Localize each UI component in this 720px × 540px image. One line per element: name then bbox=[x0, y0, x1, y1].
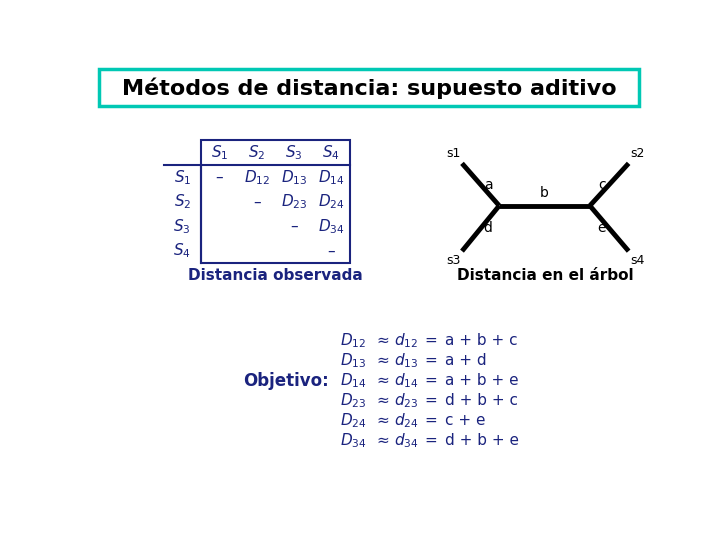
Text: =: = bbox=[425, 353, 437, 368]
Text: e: e bbox=[598, 221, 606, 235]
Text: $S_4$: $S_4$ bbox=[322, 143, 340, 162]
Text: –: – bbox=[290, 219, 297, 234]
Text: =: = bbox=[425, 433, 437, 448]
Text: $d_{13}$: $d_{13}$ bbox=[394, 351, 418, 370]
Text: =: = bbox=[425, 373, 437, 388]
Text: ≈: ≈ bbox=[377, 373, 390, 388]
Text: a + b + c: a + b + c bbox=[445, 333, 518, 348]
Text: $D_{34}$: $D_{34}$ bbox=[318, 217, 344, 236]
Text: –: – bbox=[327, 244, 335, 259]
Text: $D_{12}$: $D_{12}$ bbox=[341, 331, 366, 350]
Text: $S_2$: $S_2$ bbox=[174, 192, 191, 211]
Text: $D_{23}$: $D_{23}$ bbox=[341, 391, 366, 410]
Text: =: = bbox=[425, 393, 437, 408]
Text: a + b + e: a + b + e bbox=[445, 373, 518, 388]
Text: a: a bbox=[484, 178, 492, 192]
Text: –: – bbox=[215, 170, 223, 185]
Text: c: c bbox=[598, 178, 606, 192]
Text: $D_{12}$: $D_{12}$ bbox=[243, 168, 270, 187]
Text: $D_{23}$: $D_{23}$ bbox=[281, 192, 307, 211]
Text: $D_{24}$: $D_{24}$ bbox=[318, 192, 344, 211]
Bar bbox=[201, 140, 350, 264]
Text: =: = bbox=[425, 333, 437, 348]
Text: $D_{14}$: $D_{14}$ bbox=[318, 168, 344, 187]
Text: $S_4$: $S_4$ bbox=[174, 242, 191, 260]
Text: $S_1$: $S_1$ bbox=[211, 143, 228, 162]
Text: $S_1$: $S_1$ bbox=[174, 168, 191, 187]
Text: d: d bbox=[484, 221, 492, 235]
Text: =: = bbox=[425, 413, 437, 428]
Text: Distancia en el árbol: Distancia en el árbol bbox=[457, 268, 634, 284]
Text: $D_{13}$: $D_{13}$ bbox=[281, 168, 307, 187]
Text: ≈: ≈ bbox=[377, 393, 390, 408]
Text: s3: s3 bbox=[446, 254, 461, 267]
Text: ≈: ≈ bbox=[377, 333, 390, 348]
Text: ≈: ≈ bbox=[377, 413, 390, 428]
Text: Objetivo:: Objetivo: bbox=[243, 372, 329, 389]
Text: Distancia observada: Distancia observada bbox=[188, 268, 363, 284]
Text: d + b + c: d + b + c bbox=[445, 393, 518, 408]
Text: s1: s1 bbox=[446, 147, 461, 160]
Text: –: – bbox=[253, 194, 261, 210]
Text: $D_{14}$: $D_{14}$ bbox=[340, 371, 366, 390]
Text: $S_2$: $S_2$ bbox=[248, 143, 265, 162]
Text: $D_{34}$: $D_{34}$ bbox=[340, 431, 366, 450]
Text: $S_3$: $S_3$ bbox=[174, 217, 191, 236]
Text: s4: s4 bbox=[630, 254, 644, 267]
Text: $D_{13}$: $D_{13}$ bbox=[341, 351, 366, 370]
Text: $d_{12}$: $d_{12}$ bbox=[394, 331, 418, 350]
Text: c + e: c + e bbox=[445, 413, 485, 428]
Text: a + d: a + d bbox=[445, 353, 487, 368]
Text: $d_{24}$: $d_{24}$ bbox=[394, 411, 418, 430]
Bar bbox=[99, 70, 639, 106]
Text: ≈: ≈ bbox=[377, 433, 390, 448]
Text: d + b + e: d + b + e bbox=[445, 433, 519, 448]
Text: $D_{24}$: $D_{24}$ bbox=[340, 411, 366, 430]
Text: $S_3$: $S_3$ bbox=[285, 143, 302, 162]
Text: $d_{23}$: $d_{23}$ bbox=[394, 391, 418, 410]
Text: $d_{34}$: $d_{34}$ bbox=[394, 431, 418, 450]
Text: ≈: ≈ bbox=[377, 353, 390, 368]
Text: Métodos de distancia: supuesto aditivo: Métodos de distancia: supuesto aditivo bbox=[122, 77, 616, 99]
Text: $d_{14}$: $d_{14}$ bbox=[394, 371, 418, 390]
Text: s2: s2 bbox=[630, 147, 644, 160]
Text: b: b bbox=[540, 186, 549, 200]
